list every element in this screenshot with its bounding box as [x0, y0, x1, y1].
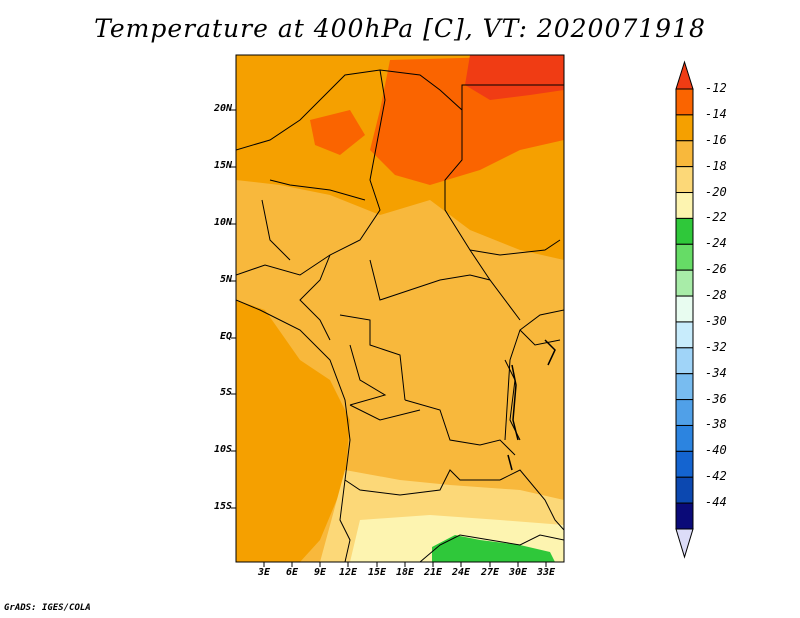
colorbar-cell	[675, 269, 694, 297]
colorbar-cell	[675, 88, 694, 116]
lat-label: 15S	[213, 501, 232, 512]
lon-label: 33E	[536, 567, 556, 578]
colorbar-label: -28	[705, 288, 727, 303]
colorbar-cell	[675, 60, 694, 90]
lon-label: 30E	[508, 567, 528, 578]
temp-band-max	[465, 55, 564, 100]
lon-label: 6E	[285, 567, 299, 578]
colorbar-cell	[675, 424, 694, 452]
colorbar-cell	[675, 347, 694, 375]
colorbar-cell	[675, 140, 694, 168]
colorbar-label: -32	[705, 339, 727, 354]
colorbar-label: -36	[705, 391, 727, 406]
lat-label: EQ	[219, 331, 232, 342]
lake-outlines	[507, 339, 556, 471]
colorbar-label: -26	[705, 262, 727, 277]
temp-band-west-ocean	[236, 300, 350, 562]
lon-label: 3E	[257, 567, 271, 578]
colorbar-cell	[675, 373, 694, 401]
colorbar-cell	[675, 450, 694, 478]
colorbar-cell	[675, 243, 694, 271]
chart-title: Temperature at 400hPa [C], VT: 202007191…	[94, 14, 706, 43]
colorbar-cell	[675, 114, 694, 142]
temp-band-south-22	[432, 535, 555, 562]
lon-label: 18E	[395, 567, 415, 578]
colorbar-label: -24	[705, 236, 727, 251]
lat-label: 15N	[213, 160, 232, 171]
lat-label: 10S	[213, 444, 232, 455]
colorbar-cell	[675, 295, 694, 323]
lon-label: 12E	[338, 567, 358, 578]
colorbar-label: -18	[705, 158, 727, 173]
lon-ticks	[263, 562, 547, 567]
colorbar-label: -30	[705, 313, 727, 328]
colorbar-label: -44	[705, 495, 727, 510]
lat-label: 10N	[213, 217, 232, 228]
colorbar-cell	[675, 476, 694, 504]
lat-label: 20N	[213, 103, 232, 114]
colorbar-label: -34	[705, 365, 727, 380]
grads-credit: GrADS: IGES/COLA	[4, 603, 91, 613]
colorbar-label: -42	[705, 469, 727, 484]
colorbar-label: -40	[705, 443, 727, 458]
lat-label: 5S	[219, 387, 232, 398]
colorbar-cell	[675, 528, 694, 559]
colorbar-label: -14	[705, 106, 727, 121]
colorbar-cell	[675, 166, 694, 194]
colorbar-label: -22	[705, 210, 727, 225]
lon-label: 15E	[367, 567, 387, 578]
colorbar-label: -12	[705, 81, 727, 95]
colorbar-label: -16	[705, 132, 727, 147]
colorbar-cell	[675, 217, 694, 245]
lat-ticks	[231, 109, 236, 509]
colorbar-cell	[675, 399, 694, 426]
temp-spot-west	[310, 110, 365, 155]
colorbar-cell	[675, 321, 694, 349]
colorbar-label: -38	[705, 417, 727, 432]
map-frame	[235, 54, 565, 563]
colorbar-label: -20	[705, 184, 727, 199]
lon-label: 21E	[423, 567, 443, 578]
lon-label: 24E	[451, 567, 471, 578]
colorbar-cell	[675, 192, 694, 219]
lat-label: 5N	[219, 274, 232, 285]
lon-label: 9E	[313, 567, 327, 578]
lon-label: 27E	[480, 567, 500, 578]
colorbar-cell	[675, 502, 694, 530]
